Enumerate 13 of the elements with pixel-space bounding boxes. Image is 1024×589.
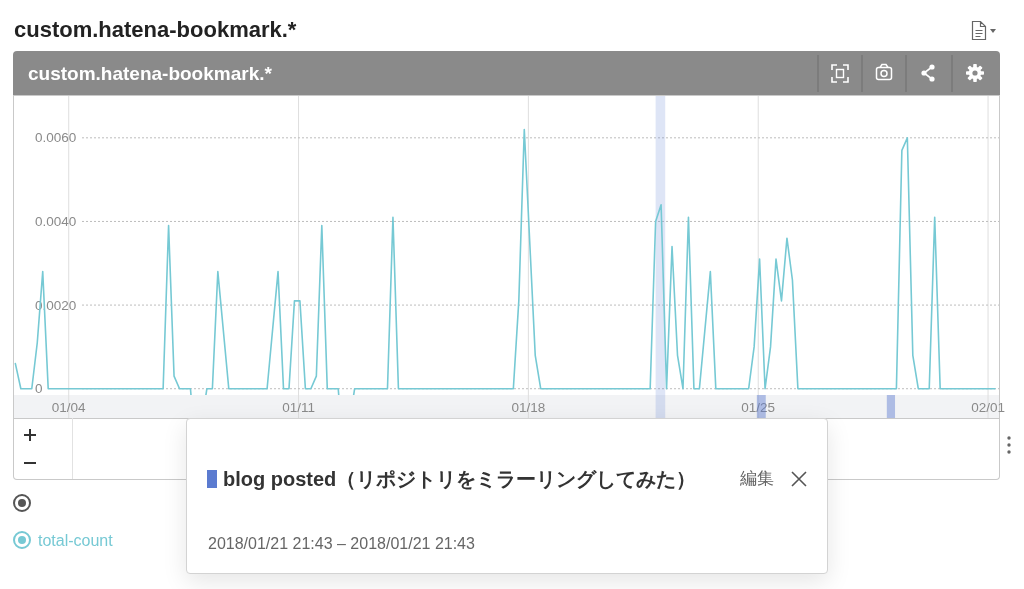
y-tick-label: 0.0060 bbox=[35, 130, 77, 146]
chart-title: custom.hatena-bookmark.* bbox=[14, 17, 297, 42]
x-tick-label: 02/01 bbox=[971, 400, 1005, 415]
legend-label: blog posted（リポジトリをミラーリングしてみた） bbox=[223, 466, 698, 492]
chart-subtitle: custom.hatena-bookmark.* bbox=[28, 63, 273, 84]
text: 2018/01/21 21:43 – 2018/01/21 21:43 bbox=[208, 535, 475, 553]
x-tick-label: 01/18 bbox=[511, 400, 546, 415]
text: 編集 bbox=[740, 468, 774, 490]
y-tick-label: 0.0040 bbox=[35, 213, 77, 229]
x-tick-label: 01/11 bbox=[282, 400, 315, 415]
y-tick-label: 0 bbox=[35, 381, 43, 397]
x-tick-label: 01/04 bbox=[51, 400, 87, 415]
legend-label: total-count bbox=[38, 532, 114, 549]
